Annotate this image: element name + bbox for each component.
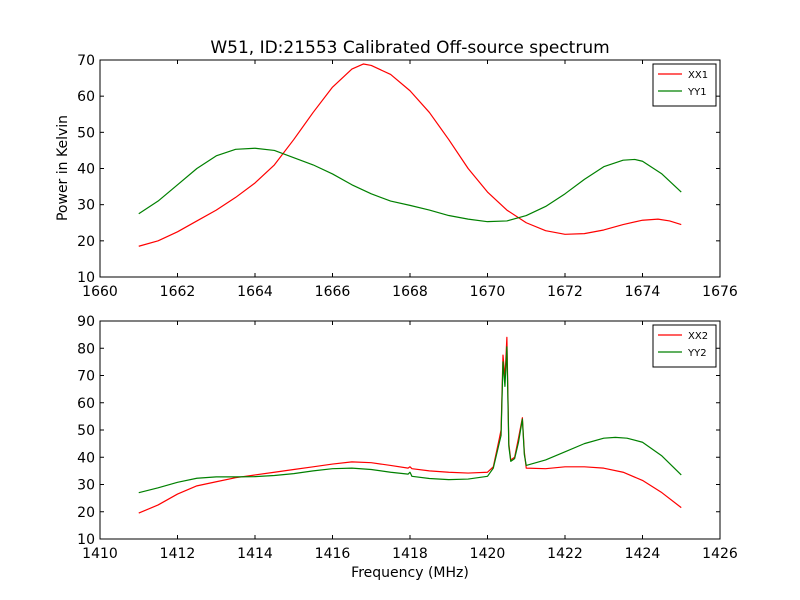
chart-1-legend: XX1 YY1 (652, 63, 717, 107)
chart-1-y-tick-label: 50 (77, 125, 95, 141)
chart-2-x-axis-label: Frequency (MHz) (351, 565, 469, 581)
chart-2-series-line-xx2 (138, 336, 682, 514)
chart-2-x-tick-label: 1412 (160, 546, 196, 562)
chart-2-x-tick-label: 1410 (82, 546, 118, 562)
chart-2-legend-label-yy2: YY2 (687, 348, 707, 359)
chart-2-x-tick-label: 1426 (702, 546, 738, 562)
chart-2-y-tick-label: 70 (77, 369, 95, 385)
chart-1-x-tick-label: 1662 (160, 284, 196, 300)
chart-1-x-tick-label: 1670 (470, 284, 506, 300)
chart-2-y-tick-label: 80 (77, 341, 95, 357)
chart-2-x-tick-label: 1424 (625, 546, 661, 562)
chart-2-plot: 1410 1412 1414 1416 1418 1420 1422 1424 1426 10 20… (77, 314, 738, 562)
chart-1-x-tick-label: 1668 (392, 284, 428, 300)
chart-2-y-tick-label: 30 (77, 478, 95, 494)
chart-2-x-tick-label: 1420 (470, 546, 506, 562)
chart-1-legend-label-xx1: XX1 (688, 70, 708, 81)
chart-2-legend-box (652, 324, 717, 368)
chart-1-plot: 1660 1662 1664 1666 1668 1670 1672 1674 1676 10 20… (77, 53, 738, 300)
chart-1-series-line-xx1 (138, 63, 682, 247)
chart-1-y-tick-label: 10 (77, 270, 95, 286)
chart-1-x-tick-label: 1676 (702, 284, 738, 300)
chart-2-legend: XX2 YY2 (652, 324, 717, 368)
chart-title: W51, ID:21553 Calibrated Off-source spec… (210, 38, 609, 58)
chart-2-x-tick-label: 1418 (392, 546, 428, 562)
chart-2-y-tick-label: 40 (77, 450, 95, 466)
chart-1-y-tick-label: 20 (77, 234, 95, 250)
chart-1-y-tick-label: 70 (77, 53, 95, 69)
chart-1-x-tick-label: 1660 (82, 284, 118, 300)
chart-1-y-tick-label: 30 (77, 198, 95, 214)
chart-1-y-tick-label: 40 (77, 162, 95, 178)
chart-1-series-line-yy1 (138, 147, 682, 223)
chart-2-y-tick-label: 10 (77, 532, 95, 548)
chart-1-x-tick-label: 1672 (547, 284, 583, 300)
chart-2-legend-label-xx2: XX2 (688, 331, 708, 342)
chart-2-x-tick-label: 1414 (237, 546, 273, 562)
chart-1-x-tick-label: 1674 (625, 284, 661, 300)
chart-2-y-tick-label: 50 (77, 423, 95, 439)
chart-2-y-tick-label: 90 (77, 314, 95, 330)
chart-1-x-tick-label: 1664 (237, 284, 273, 300)
chart-2-y-tick-label: 20 (77, 505, 95, 521)
chart-1-y-axis-label: Power in Kelvin (55, 115, 71, 221)
chart-2-x-tick-label: 1422 (547, 546, 583, 562)
chart-2-series-line-yy2 (138, 346, 682, 494)
chart-2-x-tick-label: 1416 (315, 546, 351, 562)
chart-1-x-tick-label: 1666 (315, 284, 351, 300)
chart-1-legend-box (652, 63, 717, 107)
chart-2-y-tick-label: 60 (77, 396, 95, 412)
chart-1-legend-label-yy1: YY1 (687, 87, 707, 98)
chart-1-y-tick-label: 60 (77, 89, 95, 105)
